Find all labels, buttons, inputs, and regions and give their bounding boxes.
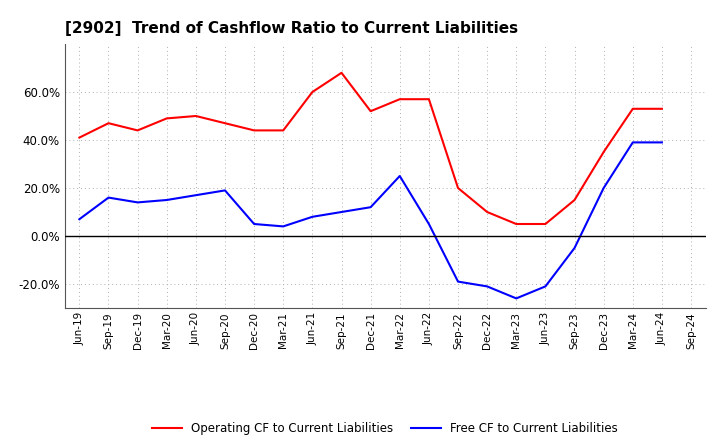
Operating CF to Current Liabilities	[75, 135, 84, 140]
Operating CF to Current Liabilities	[192, 114, 200, 119]
Operating CF to Current Liabilities	[541, 221, 550, 227]
Operating CF to Current Liabilities	[133, 128, 142, 133]
Operating CF to Current Liabilities	[512, 221, 521, 227]
Free CF to Current Liabilities	[629, 140, 637, 145]
Free CF to Current Liabilities	[366, 205, 375, 210]
Free CF to Current Liabilities	[192, 193, 200, 198]
Free CF to Current Liabilities	[512, 296, 521, 301]
Free CF to Current Liabilities	[220, 188, 229, 193]
Operating CF to Current Liabilities	[163, 116, 171, 121]
Free CF to Current Liabilities	[163, 198, 171, 203]
Free CF to Current Liabilities	[337, 209, 346, 215]
Free CF to Current Liabilities	[308, 214, 317, 220]
Operating CF to Current Liabilities	[425, 96, 433, 102]
Free CF to Current Liabilities	[454, 279, 462, 284]
Operating CF to Current Liabilities	[454, 185, 462, 191]
Line: Operating CF to Current Liabilities: Operating CF to Current Liabilities	[79, 73, 662, 224]
Operating CF to Current Liabilities	[599, 149, 608, 154]
Free CF to Current Liabilities	[279, 224, 287, 229]
Free CF to Current Liabilities	[483, 284, 492, 289]
Operating CF to Current Liabilities	[279, 128, 287, 133]
Free CF to Current Liabilities	[104, 195, 113, 200]
Free CF to Current Liabilities	[541, 284, 550, 289]
Operating CF to Current Liabilities	[250, 128, 258, 133]
Text: [2902]  Trend of Cashflow Ratio to Current Liabilities: [2902] Trend of Cashflow Ratio to Curren…	[65, 21, 518, 36]
Operating CF to Current Liabilities	[104, 121, 113, 126]
Operating CF to Current Liabilities	[395, 96, 404, 102]
Operating CF to Current Liabilities	[629, 106, 637, 111]
Legend: Operating CF to Current Liabilities, Free CF to Current Liabilities: Operating CF to Current Liabilities, Fre…	[148, 417, 623, 440]
Operating CF to Current Liabilities	[366, 109, 375, 114]
Free CF to Current Liabilities	[425, 221, 433, 227]
Line: Free CF to Current Liabilities: Free CF to Current Liabilities	[79, 143, 662, 298]
Free CF to Current Liabilities	[570, 246, 579, 251]
Operating CF to Current Liabilities	[220, 121, 229, 126]
Operating CF to Current Liabilities	[483, 209, 492, 215]
Free CF to Current Liabilities	[133, 200, 142, 205]
Operating CF to Current Liabilities	[337, 70, 346, 75]
Free CF to Current Liabilities	[75, 216, 84, 222]
Free CF to Current Liabilities	[599, 185, 608, 191]
Operating CF to Current Liabilities	[657, 106, 666, 111]
Free CF to Current Liabilities	[250, 221, 258, 227]
Free CF to Current Liabilities	[395, 173, 404, 179]
Operating CF to Current Liabilities	[570, 198, 579, 203]
Free CF to Current Liabilities	[657, 140, 666, 145]
Operating CF to Current Liabilities	[308, 89, 317, 95]
